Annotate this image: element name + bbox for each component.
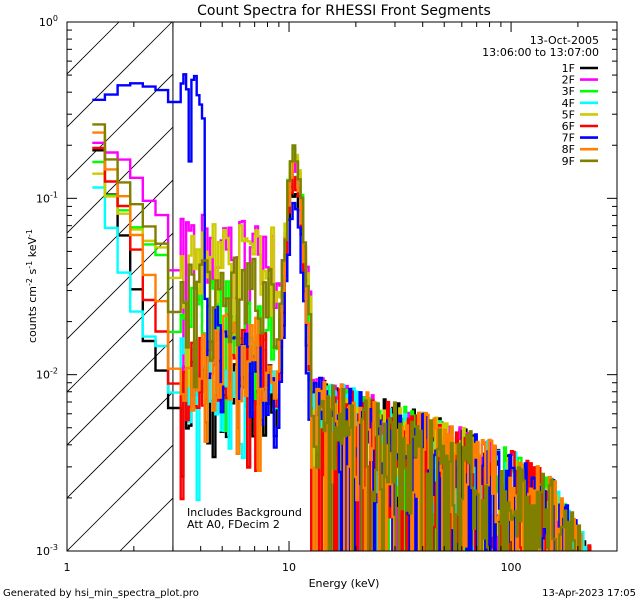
hatch-line — [67, 444, 173, 551]
time-range-annotation: 13:06:00 to 13:07:00 — [482, 46, 599, 59]
y-tick-label: 100 — [39, 14, 58, 29]
plot-frame — [66, 21, 618, 552]
axis-tick-labels: 1 10 100 10-3 10-2 10-1 100 — [36, 14, 522, 574]
legend-label-7F: 7F — [562, 132, 575, 145]
legend-label-9F: 9F — [562, 155, 575, 168]
hatch-line — [67, 391, 173, 499]
y-axis-label-base: counts cm — [26, 286, 39, 343]
y-axis-label-exp-1: -2 — [25, 278, 34, 286]
attenuator-note: Att A0, FDecim 2 — [187, 518, 280, 531]
y-tick-label: 10-3 — [36, 543, 58, 558]
series-lines — [92, 73, 592, 551]
y-tick-label: 10-1 — [36, 190, 58, 205]
generated-by-label: Generated by hsi_min_spectra_plot.pro — [3, 588, 199, 599]
date-annotation: 13-Oct-2005 — [530, 34, 599, 47]
hatch-line — [544, 22, 640, 551]
legend-label-8F: 8F — [562, 143, 575, 156]
y-axis-label-exp-2: -1 — [25, 261, 34, 269]
legend-label-1F: 1F — [562, 62, 575, 75]
y-axis-label-kev: keV — [26, 237, 39, 261]
series-line-8F — [92, 131, 583, 551]
hatch-line — [67, 22, 120, 75]
hatch-line — [67, 22, 173, 128]
legend-label-4F: 4F — [562, 97, 575, 110]
hatch-line — [67, 232, 173, 340]
hatch-line — [0, 22, 13, 551]
y-axis-label-s: s — [26, 268, 39, 277]
legend-label-6F: 6F — [562, 120, 575, 133]
x-tick-label: 1 — [64, 561, 71, 574]
x-axis-label: Energy (keV) — [309, 577, 380, 590]
hatch-line — [597, 22, 640, 551]
legend-label-3F: 3F — [562, 85, 575, 98]
y-axis-label-exp-3: -1 — [25, 229, 34, 237]
series-line-9F — [92, 123, 582, 551]
x-tick-label: 100 — [501, 561, 522, 574]
y-tick-label: 10-2 — [36, 367, 58, 382]
hatch-line — [67, 73, 173, 181]
chart-title: Count Spectra for RHESSI Front Segments — [197, 3, 491, 19]
timestamp-label: 13-Apr-2023 17:05 — [542, 588, 636, 599]
y-axis-label: counts cm-2 s-1 keV-1 — [25, 229, 39, 343]
legend-label-5F: 5F — [562, 108, 575, 121]
x-tick-label: 10 — [282, 561, 296, 574]
background-note: Includes Background — [187, 506, 302, 519]
legend-label-2F: 2F — [562, 74, 575, 87]
axis-ticks — [66, 21, 618, 552]
